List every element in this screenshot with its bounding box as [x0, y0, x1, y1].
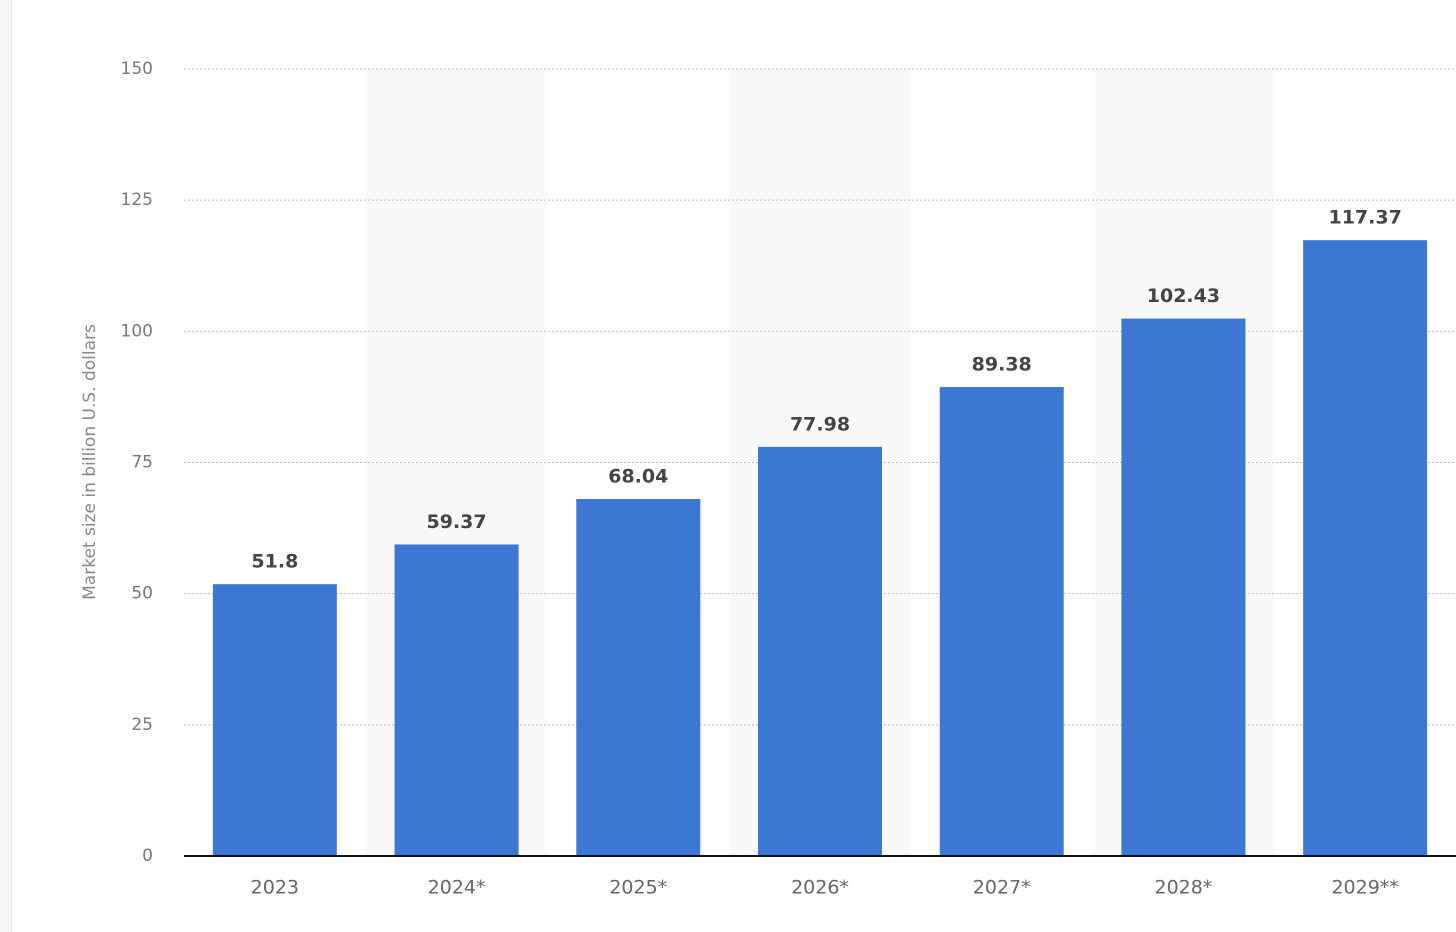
- x-tick-label: 2023: [251, 877, 299, 899]
- x-tick-label: 2028*: [1154, 877, 1212, 899]
- y-tick-label: 50: [131, 584, 153, 604]
- value-label: 77.98: [790, 413, 850, 435]
- x-tick-label: 2027*: [973, 877, 1031, 899]
- value-label: 68.04: [608, 466, 668, 488]
- x-tick-label: 2024*: [428, 877, 486, 899]
- bar: [1303, 240, 1428, 856]
- bar: [394, 544, 519, 856]
- bar: [212, 584, 337, 856]
- x-tick-label: 2026*: [791, 877, 849, 899]
- bar: [758, 446, 882, 856]
- value-label: 51.8: [251, 551, 298, 573]
- value-label: 102.43: [1147, 285, 1220, 307]
- x-tick-label: 2025*: [609, 877, 667, 899]
- side-edge: [0, 0, 12, 932]
- y-tick-label: 25: [131, 715, 153, 735]
- bar: [1121, 318, 1246, 856]
- x-tick-label: 2029**: [1331, 877, 1398, 899]
- y-tick-label: 125: [121, 190, 153, 210]
- bar: [576, 499, 701, 856]
- y-tick-label: 150: [121, 59, 153, 79]
- value-label: 117.37: [1328, 207, 1401, 229]
- value-label: 89.38: [972, 354, 1032, 376]
- y-tick-label: 100: [121, 321, 153, 341]
- bar: [939, 387, 1064, 856]
- value-label: 59.37: [427, 511, 487, 533]
- y-axis-label: Market size in billion U.S. dollars: [80, 324, 100, 600]
- y-tick-label: 0: [142, 846, 153, 866]
- y-tick-label: 75: [131, 453, 153, 473]
